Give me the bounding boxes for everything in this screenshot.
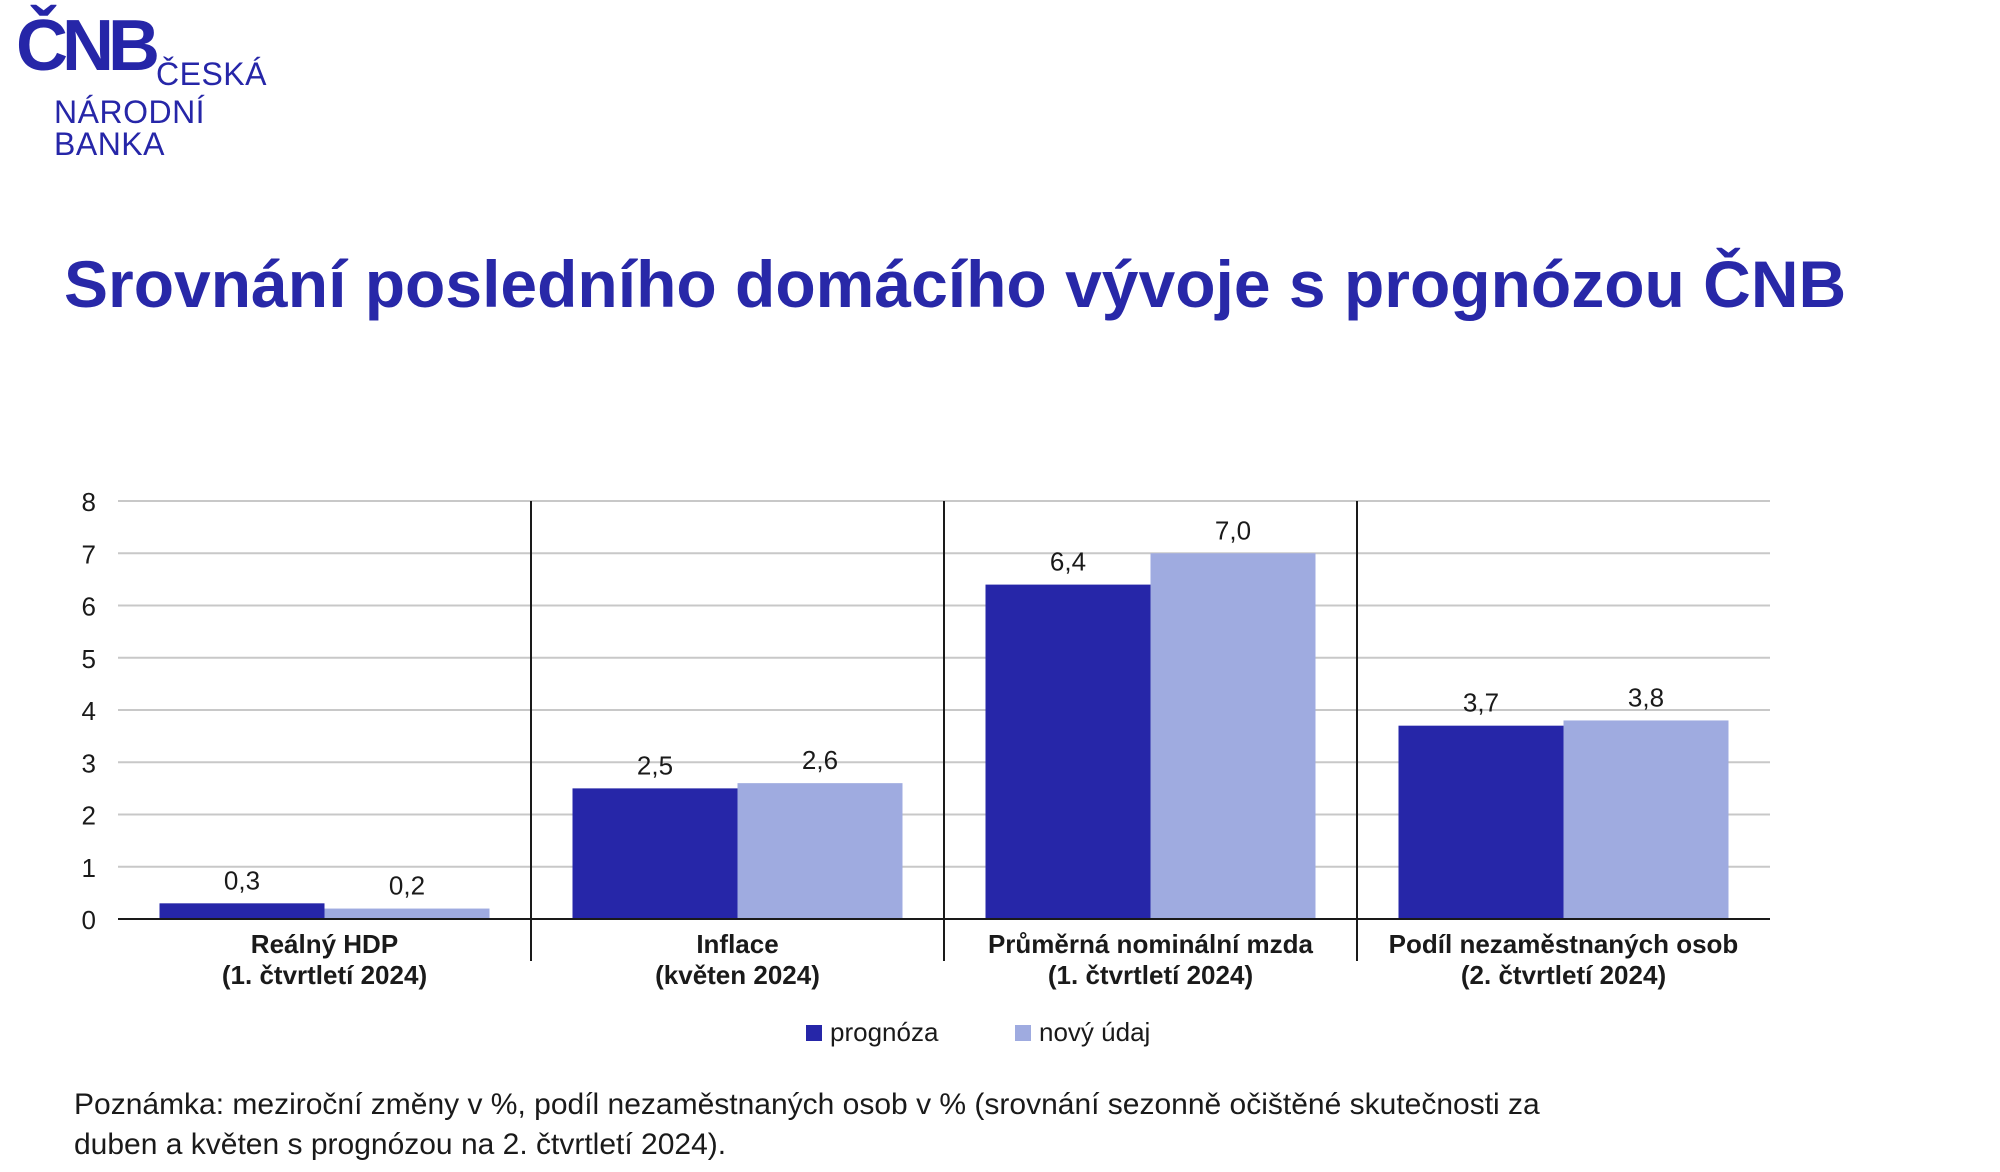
y-tick-label: 2	[82, 801, 96, 831]
data-label: 3,8	[1628, 682, 1664, 712]
category-label: Inflace	[696, 929, 778, 959]
page-title: Srovnání posledního domácího vývoje s pr…	[64, 247, 1847, 321]
bar	[1150, 553, 1316, 919]
y-tick-label: 8	[82, 487, 96, 517]
category-label: Podíl nezaměstnaných osob	[1389, 929, 1739, 959]
bar	[737, 783, 903, 919]
bar	[985, 584, 1151, 919]
bar	[324, 908, 490, 919]
chart-note: Poznámka: meziroční změny v %, podíl nez…	[74, 1085, 1934, 1165]
logo-text-line-1: ČESKÁ	[156, 56, 267, 92]
data-label: 3,7	[1463, 688, 1499, 718]
data-label: 2,6	[802, 745, 838, 775]
data-label: 0,2	[389, 871, 425, 901]
legend-swatch	[1015, 1025, 1031, 1041]
data-label: 6,4	[1050, 547, 1086, 577]
data-label: 2,5	[637, 750, 673, 780]
y-tick-label: 1	[82, 853, 96, 883]
y-tick-label: 6	[82, 592, 96, 622]
data-label: 7,0	[1215, 515, 1251, 545]
bar	[572, 788, 738, 919]
bar	[1398, 725, 1564, 919]
category-label: (1. čtvrtletí 2024)	[222, 960, 427, 990]
y-tick-label: 0	[82, 905, 96, 935]
category-label: (květen 2024)	[655, 960, 820, 990]
y-tick-label: 4	[82, 696, 96, 726]
logo-text-line-3: BANKA	[54, 126, 165, 162]
data-label: 0,3	[224, 865, 260, 895]
cnb-logo: ČNB ČESKÁ NÁRODNÍ BANKA	[16, 6, 266, 162]
legend-label: prognóza	[830, 1017, 939, 1047]
logo-mark: ČNB	[16, 6, 160, 86]
y-tick-label: 5	[82, 644, 96, 674]
bar-chart: 0 1 2 3 4 5 6 7 8 0,3 0,2 Reálný HDP (1. čtvrtletí 2…	[0, 470, 2000, 1050]
category-label: Reálný HDP	[251, 929, 398, 959]
bar	[1563, 720, 1729, 919]
category-label: (1. čtvrtletí 2024)	[1048, 960, 1253, 990]
category-label: (2. čtvrtletí 2024)	[1461, 960, 1666, 990]
logo-text-line-2: NÁRODNÍ	[54, 94, 206, 130]
category-label: Průměrná nominální mzda	[988, 929, 1314, 959]
note-line-2: duben a květen s prognózou na 2. čtvrtle…	[74, 1128, 727, 1161]
legend-label: nový údaj	[1039, 1017, 1150, 1047]
bar	[159, 903, 325, 919]
legend-swatch	[806, 1025, 822, 1041]
y-tick-label: 7	[82, 539, 96, 569]
y-tick-label: 3	[82, 748, 96, 778]
note-line-1: Poznámka: meziroční změny v %, podíl nez…	[74, 1088, 1540, 1121]
